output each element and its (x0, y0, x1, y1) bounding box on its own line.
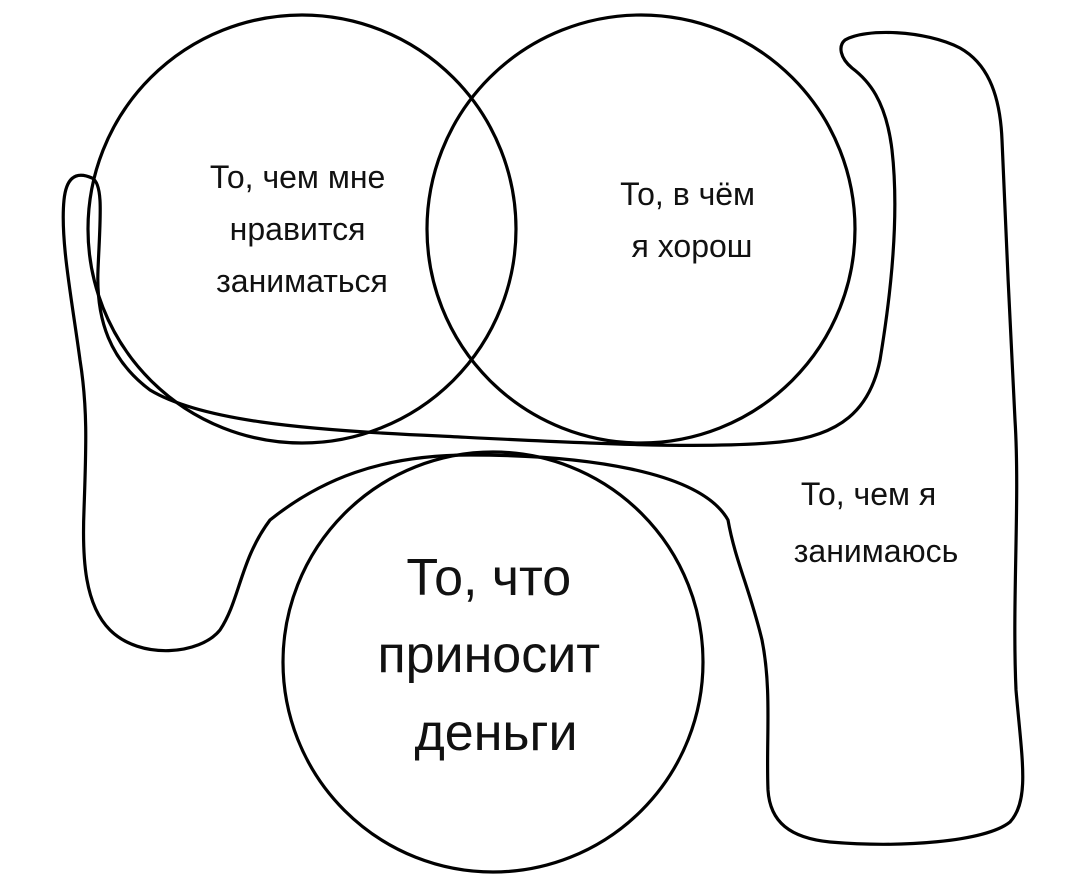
circle-what-i-like (86, 13, 518, 445)
label-what-i-like: То, чем мне нравится заниматься (210, 159, 394, 299)
circle-what-im-good-at (425, 13, 857, 445)
label-what-makes-money: То, что приносит деньги (377, 549, 614, 762)
label-what-i-do: То, чем я занимаюсь (794, 476, 958, 569)
label-what-im-good-at: То, в чём я хорош (620, 176, 764, 264)
circle-what-makes-money (281, 450, 705, 874)
blob-what-i-do-outline (61, 30, 1025, 846)
